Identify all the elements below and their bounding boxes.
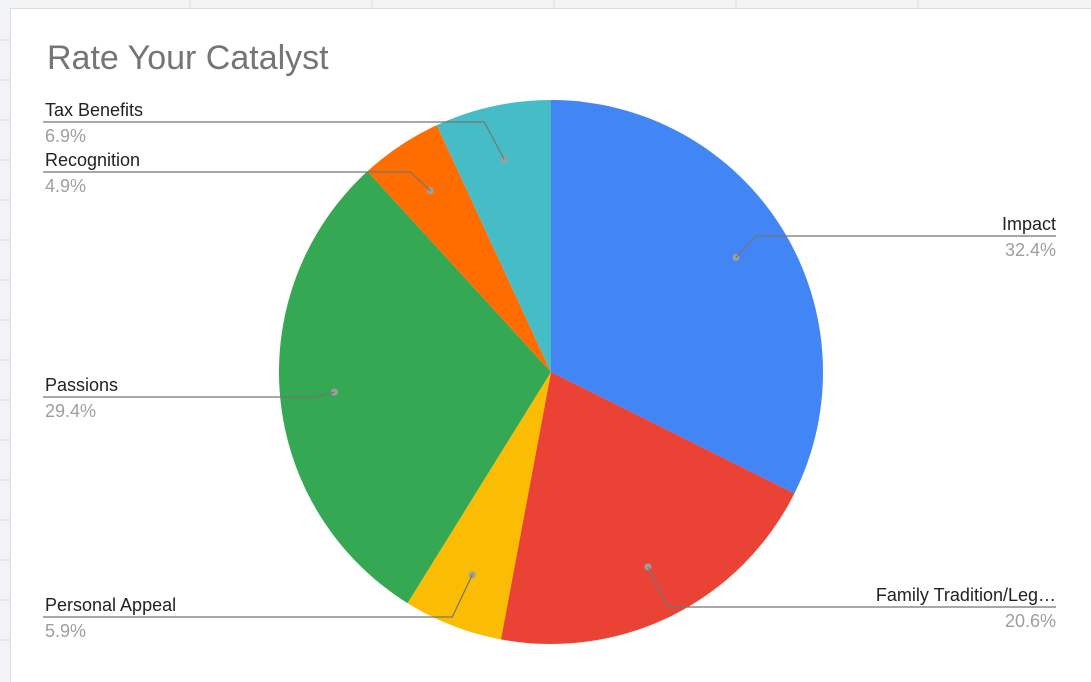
leader-line	[43, 121, 505, 160]
pie-slice-family-tradition-leg[interactable]	[500, 372, 795, 644]
slice-label: Impact	[1002, 214, 1056, 234]
pie-slice-tax-benefits[interactable]	[436, 100, 551, 372]
chart-title: Rate Your Catalyst	[47, 39, 329, 77]
pie-slice-impact[interactable]	[551, 100, 823, 494]
slice-percent-label: 5.9%	[45, 621, 86, 641]
slice-label: Tax Benefits	[45, 100, 143, 120]
leader-line	[43, 171, 431, 192]
slice-percent-label: 32.4%	[1005, 240, 1056, 260]
pie-slice-passions[interactable]	[279, 171, 551, 604]
slice-label: Passions	[45, 375, 118, 395]
pie-slice-personal-appeal[interactable]	[407, 372, 551, 640]
slice-label: Recognition	[45, 150, 140, 170]
leader-line	[43, 391, 335, 398]
slice-label: Family Tradition/Leg…	[876, 585, 1056, 605]
pie-slice-recognition[interactable]	[367, 125, 551, 372]
slice-percent-label: 6.9%	[45, 126, 86, 146]
leader-line	[647, 566, 1056, 608]
slice-label: Personal Appeal	[45, 595, 176, 615]
leader-line	[735, 235, 1056, 258]
slice-percent-label: 4.9%	[45, 176, 86, 196]
slice-percent-label: 20.6%	[1005, 611, 1056, 631]
leader-line	[43, 574, 473, 618]
slice-percent-label: 29.4%	[45, 401, 96, 421]
